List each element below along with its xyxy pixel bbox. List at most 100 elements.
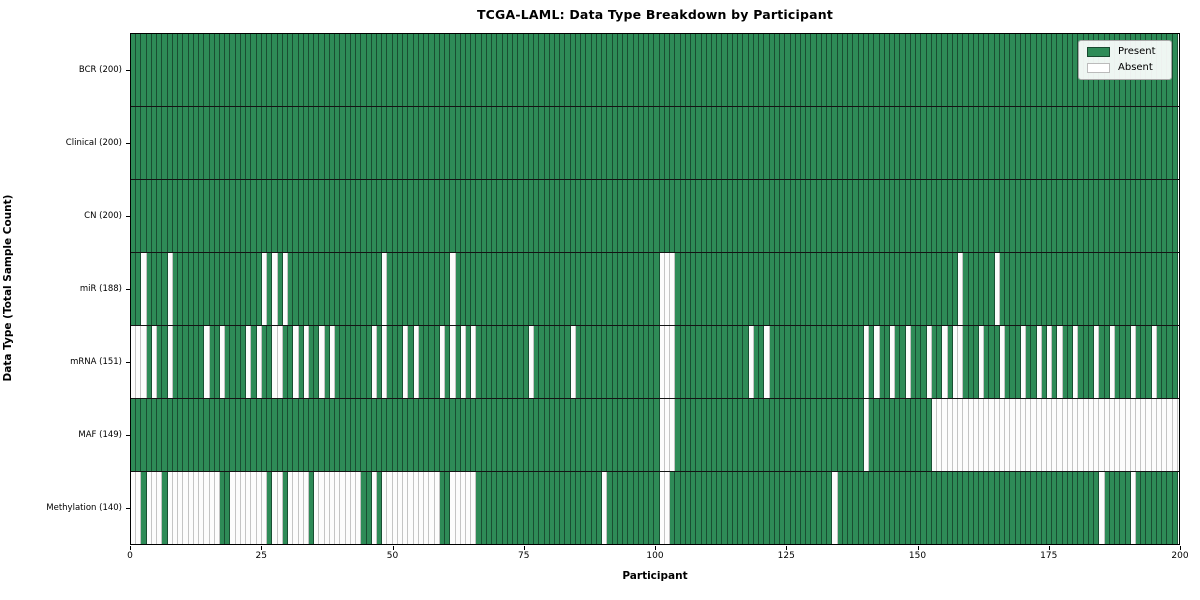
heatmap-cell	[607, 472, 613, 544]
heatmap-cell	[209, 253, 215, 325]
heatmap-cell	[1172, 326, 1178, 398]
heatmap-cell	[1088, 107, 1095, 179]
heatmap-cell	[481, 399, 487, 471]
heatmap-cell	[706, 399, 713, 471]
heatmap-cell	[502, 399, 508, 471]
heatmap-cell	[628, 34, 634, 106]
heatmap-cell	[926, 326, 932, 398]
heatmap-cell	[251, 107, 257, 179]
heatmap-cell	[131, 180, 137, 252]
heatmap-cell	[397, 107, 404, 179]
heatmap-cell	[884, 107, 890, 179]
heatmap-cell	[869, 107, 875, 179]
heatmap-cell	[638, 326, 644, 398]
heatmap-cell	[361, 180, 367, 252]
heatmap-cell	[429, 107, 435, 179]
heatmap-cell	[654, 180, 660, 252]
heatmap-cell	[670, 253, 676, 325]
heatmap-cell	[340, 107, 346, 179]
heatmap-cell	[455, 472, 461, 544]
heatmap-cell	[282, 326, 289, 398]
heatmap-cell	[586, 472, 592, 544]
heatmap-cell	[308, 472, 315, 544]
heatmap-cell	[528, 180, 535, 252]
heatmap-cell	[486, 399, 493, 471]
heatmap-cell	[643, 107, 650, 179]
heatmap-cell	[235, 180, 241, 252]
heatmap-cell	[382, 34, 388, 106]
heatmap-cell	[795, 107, 801, 179]
heatmap-cell	[377, 34, 383, 106]
heatmap-cell	[989, 180, 995, 252]
heatmap-cell	[795, 326, 801, 398]
heatmap-cell	[1115, 180, 1121, 252]
heatmap-cell	[1052, 34, 1058, 106]
heatmap-cell	[246, 326, 252, 398]
heatmap-cell	[314, 326, 320, 398]
heatmap-cell	[502, 34, 508, 106]
heatmap-cell	[219, 34, 226, 106]
heatmap-cell	[858, 34, 864, 106]
legend-label-absent: Absent	[1118, 62, 1153, 73]
heatmap-cell	[895, 253, 901, 325]
heatmap-cell	[675, 472, 681, 544]
heatmap-cell	[350, 34, 357, 106]
heatmap-cell	[1073, 326, 1079, 398]
heatmap-cell	[1010, 326, 1016, 398]
legend-label-present: Present	[1118, 46, 1156, 57]
heatmap-cell	[659, 399, 665, 471]
heatmap-cell	[717, 472, 723, 544]
heatmap-cell	[586, 107, 592, 179]
heatmap-cell	[869, 253, 875, 325]
heatmap-cell	[1088, 472, 1095, 544]
heatmap-cell	[497, 180, 503, 252]
heatmap-cell	[937, 326, 943, 398]
heatmap-cell	[329, 180, 336, 252]
heatmap-row-mRNA	[131, 326, 1179, 399]
heatmap-cell	[994, 180, 1000, 252]
heatmap-cell	[476, 472, 482, 544]
heatmap-cell	[371, 253, 378, 325]
heatmap-cell	[821, 180, 828, 252]
x-tick-mark	[261, 546, 263, 550]
heatmap-cell	[371, 34, 378, 106]
heatmap-cell	[853, 180, 859, 252]
heatmap-cell	[481, 472, 487, 544]
heatmap-cell	[1167, 180, 1173, 252]
heatmap-cell	[356, 399, 362, 471]
heatmap-cell	[863, 107, 870, 179]
heatmap-cell	[659, 34, 665, 106]
heatmap-cell	[131, 326, 137, 398]
heatmap-cell	[602, 253, 608, 325]
heatmap-cell	[910, 253, 917, 325]
heatmap-cell	[706, 253, 713, 325]
heatmap-cell	[1010, 472, 1016, 544]
heatmap-cell	[308, 399, 315, 471]
heatmap-cell	[219, 399, 226, 471]
heatmap-cell	[314, 107, 320, 179]
heatmap-cell	[188, 399, 194, 471]
heatmap-cell	[1162, 180, 1168, 252]
heatmap-cell	[1125, 253, 1131, 325]
y-tick-label-BCR: BCR (200)	[78, 64, 122, 75]
heatmap-cell	[801, 107, 807, 179]
heatmap-cell	[780, 180, 786, 252]
heatmap-cell	[1162, 107, 1168, 179]
heatmap-cell	[413, 107, 419, 179]
heatmap-cell	[581, 399, 587, 471]
heatmap-cell	[549, 472, 555, 544]
heatmap-cell	[293, 253, 299, 325]
heatmap-cell	[628, 399, 634, 471]
heatmap-cell	[832, 326, 838, 398]
heatmap-cell	[795, 399, 801, 471]
heatmap-cell	[162, 34, 168, 106]
heatmap-cell	[994, 107, 1000, 179]
heatmap-cell	[256, 107, 262, 179]
heatmap-cell	[910, 472, 917, 544]
heatmap-cell	[1067, 472, 1074, 544]
heatmap-cell	[439, 253, 446, 325]
heatmap-cell	[455, 34, 461, 106]
heatmap-cell	[246, 107, 252, 179]
heatmap-cell	[240, 107, 247, 179]
heatmap-cell	[1167, 472, 1173, 544]
